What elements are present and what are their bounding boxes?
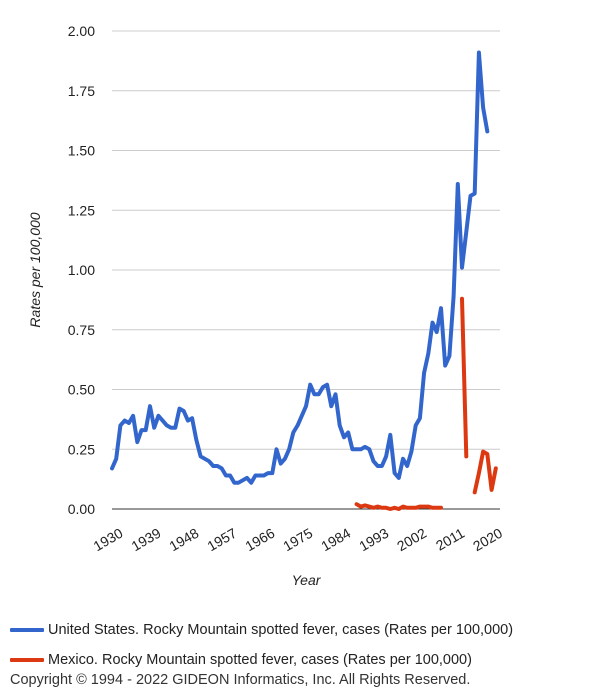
gridlines — [112, 30, 500, 510]
x-tick-label: 1939 — [128, 525, 163, 555]
line-chart: 0.00 0.25 0.50 0.75 1.00 1.25 1.50 1.75 2.00 193… — [27, 23, 506, 588]
y-axis-title: Rates per 100,000 — [27, 212, 43, 327]
legend-swatch-mexico — [10, 658, 44, 662]
x-tick-label: 2011 — [433, 525, 467, 554]
x-tick-label: 2020 — [470, 525, 505, 555]
x-tick-label: 1948 — [166, 525, 201, 555]
y-axis-ticks: 0.00 0.25 0.50 0.75 1.00 1.25 1.50 1.75 2.00 — [68, 23, 95, 517]
y-tick-label: 1.50 — [68, 143, 95, 159]
x-tick-label: 1993 — [356, 525, 391, 555]
y-tick-label: 1.25 — [68, 202, 95, 218]
x-tick-label: 1957 — [204, 525, 239, 555]
series-line-mexico-segment-0 — [354, 502, 443, 511]
legend-item-us[interactable]: United States. Rocky Mountain spotted fe… — [10, 615, 605, 645]
copyright-notice: Copyright © 1994 - 2022 GIDEON Informati… — [10, 672, 471, 688]
y-tick-label: 1.00 — [68, 262, 95, 278]
x-tick-label: 1984 — [318, 525, 353, 555]
x-tick-label: 1975 — [280, 525, 315, 555]
series-line-mexico-segment-1 — [460, 296, 469, 459]
legend: United States. Rocky Mountain spotted fe… — [10, 615, 605, 675]
x-tick-label: 2002 — [394, 525, 429, 555]
y-tick-label: 0.25 — [68, 441, 95, 457]
legend-swatch-us — [10, 628, 44, 632]
series-line-us-segment-0 — [110, 50, 490, 485]
y-tick-label: 0.50 — [68, 382, 95, 398]
x-tick-label: 1966 — [242, 525, 277, 555]
legend-label-us: United States. Rocky Mountain spotted fe… — [48, 622, 514, 638]
y-tick-label: 0.75 — [68, 322, 95, 338]
series-line-mexico-segment-2 — [472, 449, 498, 495]
legend-item-mexico[interactable]: Mexico. Rocky Mountain spotted fever, ca… — [10, 645, 605, 675]
series-lines — [110, 50, 498, 511]
legend-label-mexico: Mexico. Rocky Mountain spotted fever, ca… — [48, 652, 472, 668]
y-tick-label: 1.75 — [68, 83, 95, 99]
x-tick-label: 1930 — [91, 525, 126, 555]
y-tick-label: 2.00 — [68, 23, 95, 39]
x-axis-ticks: 1930 1939 1948 1957 1966 1975 1984 1993 2002 2011… — [91, 525, 506, 555]
y-tick-label: 0.00 — [68, 501, 95, 517]
x-axis-title: Year — [292, 572, 322, 588]
